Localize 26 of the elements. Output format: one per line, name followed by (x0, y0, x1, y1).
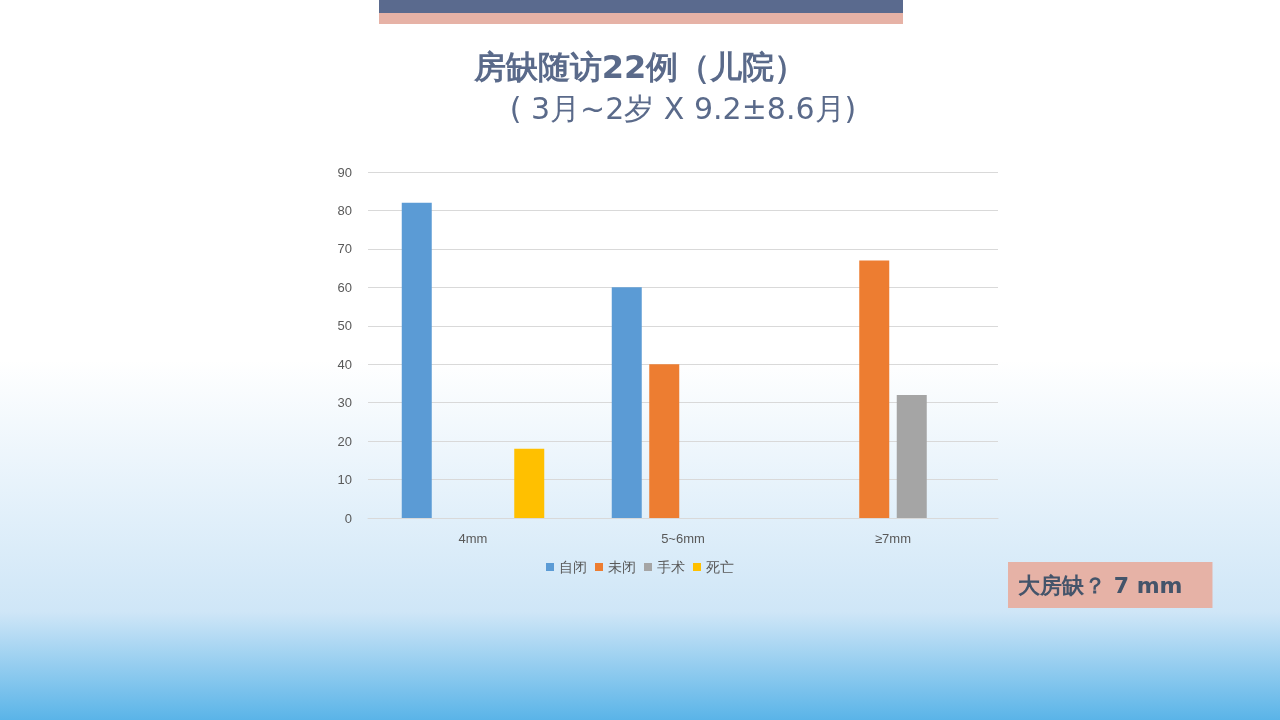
bar (896, 394, 927, 518)
text: 大房缺？ 7 mm (1018, 572, 1183, 598)
y-tick-label: 80 (337, 202, 352, 218)
y-tick-label: 60 (337, 279, 352, 295)
legend-label: 未闭 (608, 559, 636, 575)
bar (611, 287, 642, 518)
legend-label: 死亡 (706, 559, 734, 575)
y-tick-label: 20 (337, 433, 352, 449)
y-tick-label: 70 (337, 241, 352, 257)
bar (649, 364, 680, 518)
y-tick-label: 0 (344, 510, 352, 526)
chart-subtitle: ( 3月~2岁 X 9.2±8.6月) (509, 90, 857, 126)
bar (401, 202, 432, 518)
bar (859, 260, 890, 518)
x-tick-label: 4mm (458, 531, 488, 546)
y-tick-label: 30 (337, 395, 352, 411)
y-tick-label: 10 (337, 472, 352, 488)
bar (514, 448, 545, 518)
x-tick-label: 5~6mm (661, 531, 705, 546)
y-tick-label: 40 (337, 356, 352, 372)
legend-label: 手术 (657, 559, 685, 575)
x-tick-label: ≥7mm (874, 531, 912, 546)
chart-title: 房缺随访22例（儿院） (472, 48, 807, 86)
legend-label: 自闭 (559, 559, 587, 575)
y-tick-label: 50 (337, 318, 352, 334)
y-tick-label: 90 (337, 164, 352, 180)
